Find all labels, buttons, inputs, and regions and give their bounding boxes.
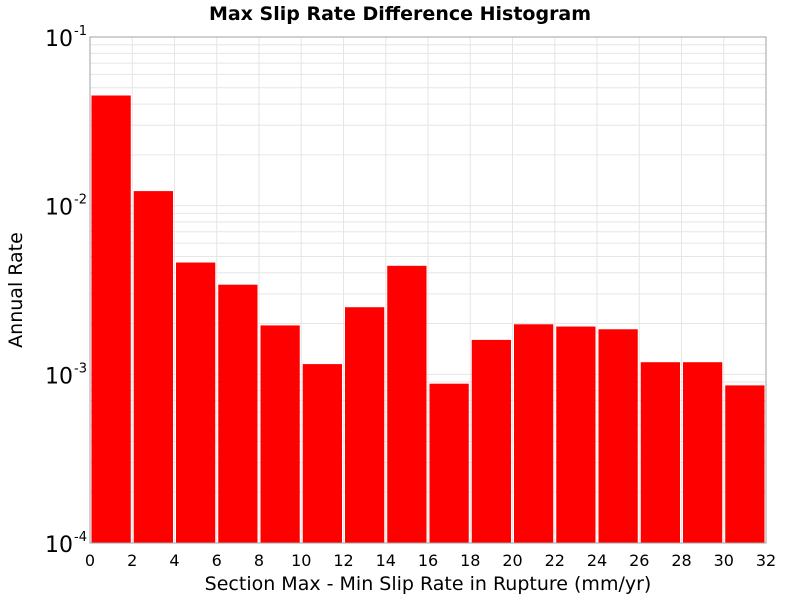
y-tick-label-base: 10 xyxy=(45,533,73,558)
x-tick-label: 22 xyxy=(545,551,565,570)
x-tick-label: 14 xyxy=(376,551,396,570)
x-tick-label: 24 xyxy=(587,551,607,570)
y-tick-label-exponent: -2 xyxy=(74,193,87,208)
y-tick-label-exponent: -4 xyxy=(74,530,87,545)
histogram-bar xyxy=(683,362,723,543)
x-tick-label: 16 xyxy=(418,551,438,570)
x-tick-label: 28 xyxy=(671,551,691,570)
plot-frame xyxy=(89,36,767,544)
y-tick-label-base: 10 xyxy=(45,196,73,221)
histogram-bar xyxy=(387,265,427,543)
histogram-bar xyxy=(556,326,596,543)
y-tick-label-exponent: -1 xyxy=(74,24,87,39)
histogram-bar xyxy=(471,339,511,543)
histogram-bar xyxy=(514,324,554,543)
histogram-bar xyxy=(640,362,680,543)
histogram-bar xyxy=(345,307,385,543)
y-tick-label-exponent: -3 xyxy=(74,361,87,376)
chart-title: Max Slip Rate Difference Histogram xyxy=(209,3,591,25)
x-tick-label: 6 xyxy=(212,551,222,570)
x-tick-label: 10 xyxy=(291,551,311,570)
histogram-bar xyxy=(598,329,638,543)
x-axis-ticks: 0 2 4 6 8 10 12 14 16 18 20 22 24 26 28 30 32 xyxy=(85,551,776,570)
x-tick-label: 20 xyxy=(502,551,522,570)
histogram-bar xyxy=(302,364,342,543)
x-tick-label: 26 xyxy=(629,551,649,570)
histogram-bar xyxy=(218,284,258,543)
y-tick-label-base: 10 xyxy=(45,27,73,52)
x-tick-label: 30 xyxy=(714,551,734,570)
histogram-bar xyxy=(176,262,216,543)
histogram-bar xyxy=(260,325,300,543)
x-tick-label: 12 xyxy=(333,551,353,570)
x-tick-label: 0 xyxy=(85,551,95,570)
histogram-bar xyxy=(91,95,131,543)
bars xyxy=(91,95,765,543)
histogram-bar xyxy=(133,191,173,543)
x-axis-label: Section Max - Min Slip Rate in Rupture (… xyxy=(205,573,652,595)
y-tick-label-base: 10 xyxy=(45,364,73,389)
x-tick-label: 2 xyxy=(127,551,137,570)
x-tick-label: 18 xyxy=(460,551,480,570)
histogram-bar xyxy=(725,385,765,543)
y-axis-label: Annual Rate xyxy=(5,232,27,348)
x-tick-label: 8 xyxy=(254,551,264,570)
y-axis-ticks: 10-110-210-310-4 xyxy=(45,24,87,558)
x-tick-label: 32 xyxy=(756,551,776,570)
histogram-bar xyxy=(429,383,469,543)
x-tick-label: 4 xyxy=(169,551,179,570)
